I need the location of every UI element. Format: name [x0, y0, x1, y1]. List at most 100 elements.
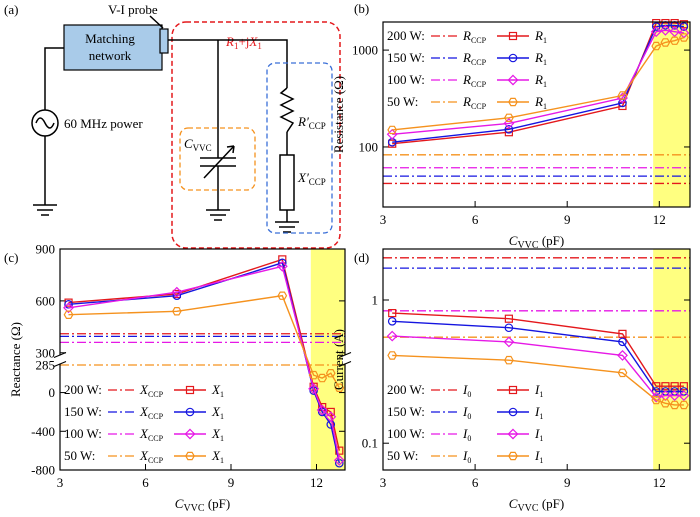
label-part: R — [462, 50, 471, 65]
marker — [617, 91, 628, 100]
ccp-box — [266, 62, 333, 234]
legend-label: I1 — [534, 448, 543, 465]
label-part: 0 — [467, 390, 471, 399]
label-part: X — [139, 404, 149, 419]
legend-label: 50 W: — [387, 448, 418, 463]
marker — [171, 286, 183, 298]
label-part: 1 — [220, 390, 224, 399]
marker — [679, 400, 689, 410]
legend-label: I1 — [534, 404, 543, 421]
label-part: X — [211, 404, 221, 419]
label-part: I — [462, 382, 468, 397]
x-tick-label: 9 — [228, 475, 235, 490]
marker — [325, 369, 336, 378]
x-tick-label: 9 — [564, 475, 571, 490]
series-line — [392, 320, 684, 393]
source-label: 60 MHz power — [64, 116, 143, 131]
label-part: VVC — [183, 503, 204, 514]
panel-label: (c) — [4, 250, 18, 265]
marker — [660, 399, 671, 408]
label-part: 1 — [220, 456, 224, 465]
series-line — [68, 294, 340, 389]
probe-pointer — [149, 15, 164, 29]
y-tick-label: 300 — [36, 345, 56, 360]
label-part: 1 — [543, 80, 547, 89]
label-part: I — [534, 382, 540, 397]
y-tick-label: 1 — [372, 292, 379, 307]
legend-label: RCCP — [462, 28, 487, 45]
load-label: R1+jX1 — [225, 34, 262, 51]
marker — [651, 41, 662, 51]
capacitor-label: CVVC — [184, 136, 212, 153]
label-part: (pF) — [539, 496, 565, 511]
marker — [618, 329, 627, 338]
legend-label: I0 — [462, 448, 471, 465]
label-part: X — [211, 448, 221, 463]
x-axis-label: CVVC (pF) — [175, 496, 230, 514]
label-part: C — [509, 496, 518, 511]
x-axis-label: CVVC (pF) — [509, 233, 564, 251]
legend-label: X1 — [211, 426, 224, 443]
legend-label: 100 W: — [387, 426, 425, 441]
label-part: 1 — [539, 390, 543, 399]
y-tick-label: 900 — [36, 242, 56, 257]
legend-label: 200 W: — [64, 382, 102, 397]
legend-label: 150 W: — [387, 404, 425, 419]
marker — [660, 38, 671, 47]
legend-label: RCCP — [462, 72, 487, 89]
legend-label: X1 — [211, 382, 224, 399]
marker — [504, 125, 514, 134]
legend-marker — [508, 451, 518, 461]
marker — [661, 382, 670, 391]
axis-break — [342, 355, 348, 364]
legend-marker — [508, 97, 518, 107]
highlight-band — [653, 249, 690, 470]
capacitor — [200, 157, 236, 167]
legend-label: I0 — [462, 404, 471, 421]
label-part: (pF) — [205, 496, 231, 511]
y-axis-label: Reactance (Ω) — [8, 322, 23, 397]
marker — [669, 26, 681, 38]
x-tick-label: 6 — [142, 475, 149, 490]
legend-marker — [507, 74, 519, 86]
y-tick-label: 285 — [36, 357, 56, 372]
ground — [275, 221, 299, 233]
marker — [650, 26, 662, 38]
legend-marker — [508, 385, 518, 395]
label-part: CCP — [471, 102, 487, 111]
marker — [317, 373, 328, 383]
reactance-label: X′CCP — [297, 170, 326, 187]
marker — [326, 407, 335, 417]
marker — [335, 446, 344, 455]
legend-marker — [508, 53, 518, 63]
legend-marker — [185, 407, 195, 417]
legend-label: XCCP — [139, 382, 164, 399]
label-part: 1 — [539, 434, 543, 443]
legend-label: 100 W: — [64, 426, 102, 441]
x-tick-label: 3 — [380, 475, 387, 490]
y-tick-label: 0 — [49, 385, 56, 400]
axis-break-mark — [53, 351, 67, 368]
probe — [159, 28, 169, 54]
marker — [669, 390, 681, 402]
label-part: (pF) — [539, 233, 565, 248]
legend-label: X1 — [211, 448, 224, 465]
marker — [334, 383, 345, 392]
label-part: 1 — [539, 456, 543, 465]
y-axis-label: Current (A) — [331, 329, 346, 390]
marker — [333, 454, 345, 466]
marker — [63, 310, 74, 319]
marker — [308, 383, 320, 395]
legend-label: 50 W: — [64, 448, 95, 463]
marker — [678, 390, 690, 402]
marker — [618, 337, 627, 347]
label-part: 0 — [467, 434, 471, 443]
label-part: R — [462, 94, 471, 109]
series-line — [392, 312, 684, 387]
marker — [670, 382, 679, 391]
legend-label: I0 — [462, 426, 471, 443]
y-tick-label: 600 — [36, 293, 56, 308]
marker — [651, 22, 661, 31]
label-part: X — [139, 426, 149, 441]
